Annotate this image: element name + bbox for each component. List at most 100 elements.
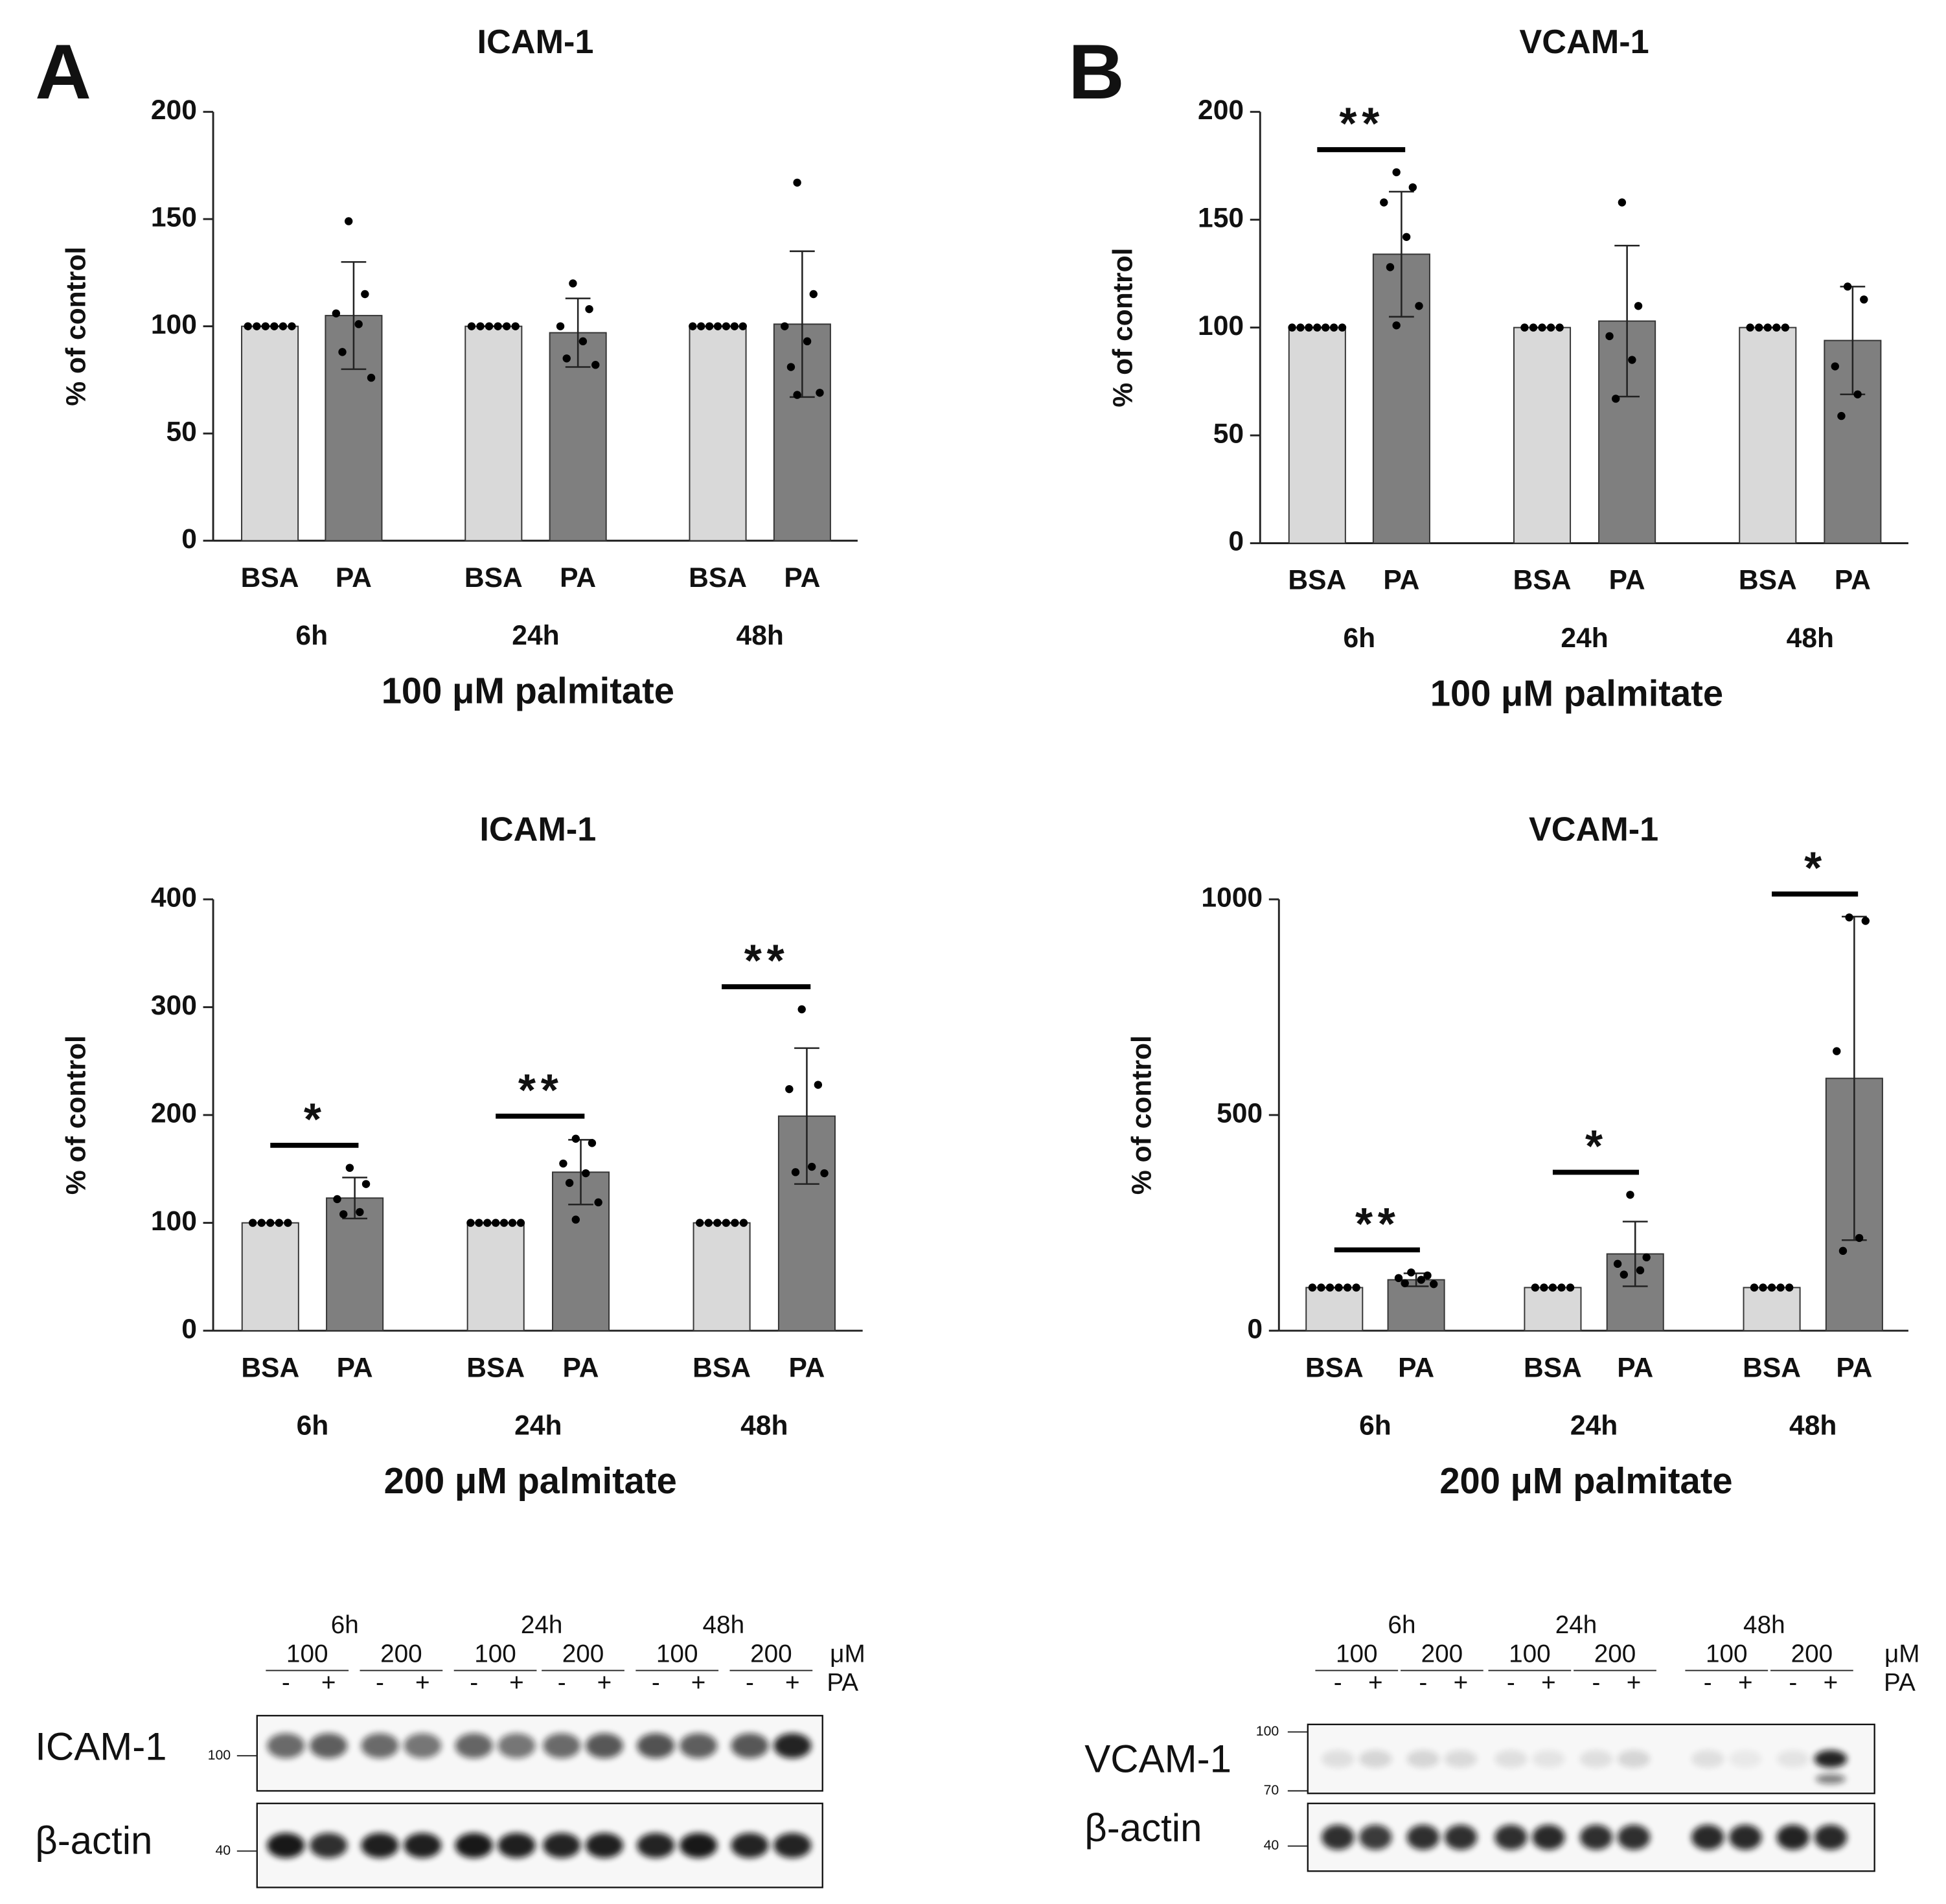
group-label: 48h — [1789, 1410, 1837, 1441]
blot-band — [267, 1733, 305, 1759]
x-tick-label: PA — [336, 562, 372, 593]
blot-dose: 200 — [1421, 1640, 1463, 1668]
x-tick-label: PA — [563, 1352, 599, 1383]
data-point — [793, 178, 801, 187]
data-point — [1557, 1283, 1566, 1292]
data-point — [820, 1169, 829, 1178]
data-point — [731, 1219, 739, 1227]
data-point — [1402, 233, 1411, 241]
blot-dose: 200 — [750, 1640, 792, 1668]
data-point — [275, 1219, 284, 1227]
blot-dose: 100 — [656, 1640, 698, 1668]
lane-sign: + — [1541, 1669, 1556, 1697]
data-point — [367, 373, 376, 382]
significance-label: * — [1585, 1121, 1608, 1171]
data-point — [270, 322, 279, 330]
blot-band — [680, 1833, 718, 1858]
data-point — [1407, 1268, 1415, 1277]
chart-title: ICAM-1 — [477, 23, 594, 61]
chart-title: VCAM-1 — [1519, 23, 1649, 61]
data-point — [1566, 1283, 1575, 1292]
data-point — [1555, 323, 1564, 332]
data-point — [1408, 183, 1417, 192]
data-point — [1845, 913, 1853, 922]
data-point — [1317, 1283, 1325, 1292]
bar — [464, 325, 523, 542]
bar — [1743, 1287, 1801, 1332]
data-point — [816, 389, 824, 397]
blot-band — [680, 1733, 718, 1759]
data-point — [1288, 323, 1296, 332]
data-point — [333, 1195, 341, 1204]
lane-sign: + — [1627, 1669, 1642, 1697]
data-point — [1430, 1279, 1438, 1289]
chart-title: ICAM-1 — [479, 810, 596, 848]
lane-sign: - — [376, 1669, 384, 1697]
data-point — [1763, 323, 1772, 332]
blot-band — [1494, 1824, 1528, 1850]
data-point — [578, 337, 588, 346]
data-point — [689, 322, 697, 330]
lane-sign: - — [652, 1669, 660, 1697]
x-tick-label: PA — [1398, 1352, 1434, 1383]
lane-sign: - — [1334, 1669, 1342, 1697]
blot-band — [1814, 1750, 1848, 1768]
data-point — [1785, 1283, 1794, 1292]
blot-dose: 100 — [1336, 1640, 1378, 1668]
data-point — [730, 322, 739, 330]
data-point — [499, 1219, 509, 1227]
blot-row-label: β-actin — [35, 1819, 152, 1863]
data-point — [1831, 362, 1839, 371]
blot-dose: 200 — [1791, 1640, 1833, 1668]
data-point — [1540, 1283, 1548, 1292]
bar — [1288, 327, 1346, 544]
lane-sign: + — [321, 1669, 336, 1697]
blot-unit: μM — [830, 1640, 865, 1668]
data-point — [556, 322, 565, 330]
lane-sign: + — [1368, 1669, 1383, 1697]
data-point — [476, 322, 485, 330]
bar — [1513, 327, 1572, 544]
data-point — [1334, 1283, 1343, 1292]
data-point — [1746, 323, 1754, 332]
y-tick-label: 200 — [1198, 95, 1244, 126]
data-point — [559, 1159, 567, 1168]
x-tick-label: PA — [1835, 565, 1871, 596]
data-point — [1538, 323, 1546, 332]
y-axis-label: % of control — [60, 247, 91, 406]
data-point — [467, 322, 476, 330]
x-tick-label: PA — [337, 1352, 373, 1383]
data-point — [261, 322, 270, 330]
x-axis-label: 200 μM palmitate — [384, 1460, 677, 1501]
group-label: 6h — [295, 620, 328, 651]
lane-sign: - — [1507, 1669, 1515, 1697]
y-tick-label: 0 — [1228, 526, 1244, 557]
blot-band — [1359, 1750, 1392, 1768]
group-label: 6h — [1359, 1410, 1391, 1441]
y-tick-label: 200 — [151, 95, 197, 126]
data-point — [571, 1215, 580, 1224]
lane-sign: + — [785, 1669, 800, 1697]
x-axis-label: 100 μM palmitate — [1430, 672, 1723, 713]
data-point — [1759, 1283, 1767, 1292]
y-tick-label: 50 — [166, 416, 197, 447]
y-tick-label: 0 — [181, 523, 197, 555]
blot-band — [1617, 1824, 1651, 1850]
data-point — [786, 363, 796, 371]
x-tick-label: PA — [788, 1352, 825, 1383]
y-tick-label: 200 — [151, 1097, 197, 1129]
blot-row-label: ICAM-1 — [35, 1725, 166, 1768]
data-point — [1401, 1279, 1409, 1287]
data-point — [1296, 323, 1305, 332]
data-point — [1772, 323, 1781, 332]
data-point — [344, 217, 353, 225]
data-point — [713, 1219, 722, 1227]
blot-band — [543, 1733, 581, 1759]
data-point — [1861, 917, 1870, 925]
x-tick-label: BSA — [1524, 1352, 1582, 1383]
y-tick-label: 150 — [151, 201, 197, 233]
significance-label: ** — [1339, 98, 1384, 149]
lane-sign: + — [1738, 1669, 1753, 1697]
data-point — [803, 337, 812, 346]
blot-dose: 200 — [562, 1640, 604, 1668]
